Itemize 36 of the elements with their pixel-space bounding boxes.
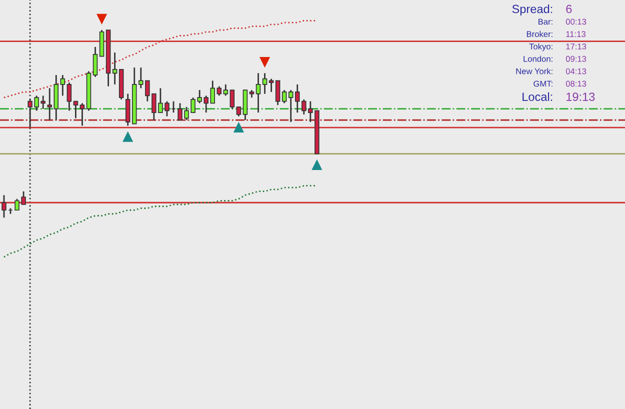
candlestick [288,89,294,123]
text: Tokyo: [529,43,552,52]
text: 08:13 [566,80,586,87]
candlestick [112,52,118,86]
text: 04:13 [566,68,586,74]
text: 09:13 [566,56,586,62]
text: 00:13 [566,18,586,25]
text: 17:13 [566,44,586,50]
text: Local: [522,92,552,101]
text: London: [524,56,552,62]
text: 6 [566,4,572,14]
candlestick [125,93,130,126]
candlestick [60,74,66,96]
text: Spread: [512,4,552,16]
text: Broker: [526,30,552,38]
candlestick [275,80,280,106]
candlestick [256,72,261,114]
text: Bar: [538,18,552,25]
candlestick [92,46,98,78]
text: New York: [516,68,552,74]
candlestick [230,89,235,110]
text: 11:13 [566,31,586,38]
candlestick [236,106,242,118]
candlestick [295,84,300,114]
candlestick [66,82,72,112]
text: GMT: [534,80,552,87]
candlestick [2,194,6,218]
candlestick [47,87,52,121]
text: 19:13 [566,92,595,101]
candlestick [282,89,287,104]
candlestick [73,100,78,119]
candlestick [268,78,274,93]
candlestick [223,84,228,96]
candlestick [80,102,85,126]
candlestick [216,86,222,96]
candlestick [262,72,268,94]
